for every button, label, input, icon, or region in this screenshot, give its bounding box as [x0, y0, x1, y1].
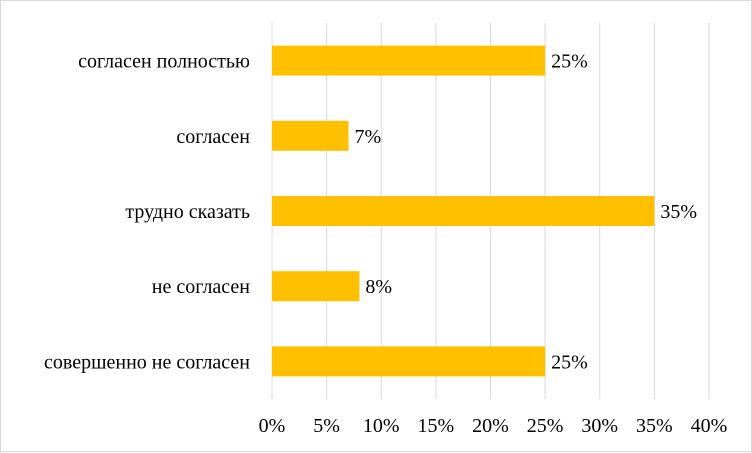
x-tick-label: 20%: [472, 415, 509, 437]
x-tick-label: 30%: [581, 415, 618, 437]
category-label: согласен полностью: [78, 51, 250, 73]
bar: [272, 271, 360, 302]
x-tick-label: 15%: [418, 415, 455, 437]
x-tick-label: 35%: [636, 415, 673, 437]
bar: [272, 120, 349, 151]
x-tick-label: 40%: [691, 415, 728, 437]
x-tick-label: 0%: [259, 415, 286, 437]
data-label: 25%: [551, 51, 588, 73]
bars: [272, 45, 655, 377]
data-label: 25%: [551, 351, 588, 373]
bar: [272, 45, 546, 76]
category-label: согласен: [176, 126, 250, 148]
category-label: совершенно не согласен: [44, 351, 250, 373]
data-label: 8%: [365, 276, 392, 298]
data-label: 35%: [660, 201, 697, 223]
data-label: 7%: [354, 126, 381, 148]
category-label: трудно сказать: [125, 201, 250, 223]
x-tick-label: 25%: [527, 415, 564, 437]
x-tick-label: 10%: [363, 415, 400, 437]
labels: 0% 5% 10% 15% 20% 25% 30% 35% 40% согласен полнос…: [44, 51, 727, 437]
x-tick-label: 5%: [313, 415, 340, 437]
bar: [272, 196, 655, 226]
bar: [272, 346, 546, 377]
category-label: не согласен: [152, 276, 251, 298]
